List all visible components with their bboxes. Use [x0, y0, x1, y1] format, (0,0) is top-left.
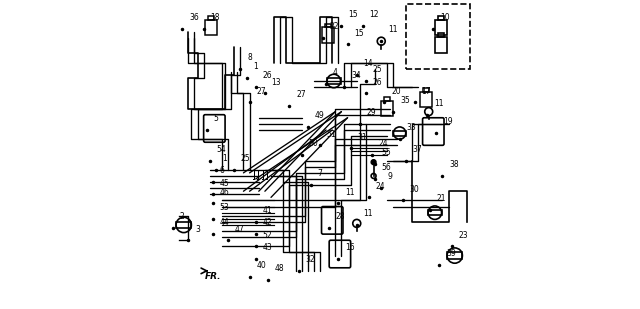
- Text: 12: 12: [370, 10, 379, 19]
- Text: 16: 16: [345, 243, 355, 252]
- Text: 46: 46: [220, 188, 229, 197]
- Text: FR.: FR.: [205, 272, 221, 281]
- Text: 54: 54: [216, 145, 227, 154]
- Text: 15: 15: [348, 10, 358, 19]
- Text: 7: 7: [317, 169, 323, 178]
- Text: 36: 36: [189, 13, 198, 22]
- Text: 15: 15: [355, 28, 364, 37]
- Text: 37: 37: [412, 145, 422, 154]
- Text: 34: 34: [351, 71, 361, 80]
- Text: 43: 43: [262, 243, 272, 252]
- Text: 51: 51: [327, 129, 337, 138]
- Text: 56: 56: [382, 163, 392, 172]
- Text: 40: 40: [256, 261, 266, 270]
- Text: 1: 1: [253, 62, 258, 71]
- Text: 27: 27: [256, 87, 266, 96]
- Text: 53: 53: [220, 203, 229, 212]
- Text: 24: 24: [376, 182, 385, 191]
- Circle shape: [371, 160, 376, 165]
- Text: 47: 47: [235, 225, 244, 234]
- Text: 27: 27: [296, 90, 306, 99]
- Bar: [176, 222, 191, 228]
- Text: 26: 26: [262, 71, 272, 80]
- Bar: [381, 101, 394, 116]
- Bar: [384, 97, 390, 101]
- Bar: [435, 20, 447, 35]
- Text: 6: 6: [220, 166, 225, 175]
- Text: 26: 26: [372, 78, 382, 87]
- Text: 32: 32: [305, 255, 315, 264]
- Text: 50: 50: [308, 139, 318, 148]
- Text: 45: 45: [220, 179, 229, 188]
- Bar: [435, 37, 447, 53]
- Bar: [324, 23, 331, 28]
- Text: 3: 3: [195, 225, 200, 234]
- Text: 11: 11: [434, 99, 444, 108]
- Text: 5: 5: [213, 114, 218, 123]
- Bar: [420, 92, 432, 107]
- Text: 29: 29: [367, 108, 376, 117]
- Bar: [447, 252, 462, 259]
- Text: 33: 33: [406, 124, 416, 133]
- Bar: [406, 4, 470, 69]
- Text: 42: 42: [262, 218, 272, 227]
- Text: 39: 39: [446, 249, 456, 258]
- Bar: [394, 131, 406, 136]
- Text: 17: 17: [422, 87, 431, 96]
- Text: 23: 23: [458, 231, 468, 240]
- Bar: [438, 16, 444, 20]
- Text: 10: 10: [440, 13, 450, 22]
- Bar: [327, 78, 340, 84]
- Text: 49: 49: [314, 111, 324, 120]
- Text: 13: 13: [271, 78, 281, 87]
- Text: 8: 8: [247, 53, 252, 62]
- Text: 38: 38: [449, 160, 459, 169]
- Bar: [208, 16, 214, 20]
- Bar: [422, 88, 429, 92]
- Text: 48: 48: [275, 264, 284, 273]
- Text: 55: 55: [382, 148, 392, 157]
- Text: 9: 9: [388, 172, 393, 181]
- Text: 24: 24: [379, 139, 388, 148]
- Text: 2: 2: [180, 212, 184, 221]
- Text: 14: 14: [364, 59, 373, 68]
- Text: 19: 19: [443, 117, 452, 126]
- Text: 1: 1: [223, 154, 227, 163]
- Bar: [321, 28, 334, 43]
- Bar: [428, 210, 442, 215]
- Text: 4: 4: [333, 68, 338, 77]
- Text: 11: 11: [388, 25, 397, 35]
- Text: 20: 20: [391, 87, 401, 96]
- Bar: [438, 33, 444, 37]
- Text: 31: 31: [357, 133, 367, 142]
- Text: 25: 25: [372, 65, 382, 74]
- Text: 44: 44: [220, 218, 229, 227]
- Text: 30: 30: [410, 185, 419, 194]
- Text: 52: 52: [262, 231, 272, 240]
- Text: 11: 11: [345, 188, 355, 197]
- Text: 35: 35: [400, 96, 410, 105]
- Text: 22: 22: [330, 22, 339, 32]
- Text: 41: 41: [262, 206, 272, 215]
- Text: 11: 11: [364, 209, 373, 218]
- Text: 21: 21: [437, 194, 447, 203]
- Text: 25: 25: [241, 154, 251, 163]
- Text: 28: 28: [336, 212, 346, 221]
- Bar: [205, 20, 218, 35]
- Text: 18: 18: [211, 13, 220, 22]
